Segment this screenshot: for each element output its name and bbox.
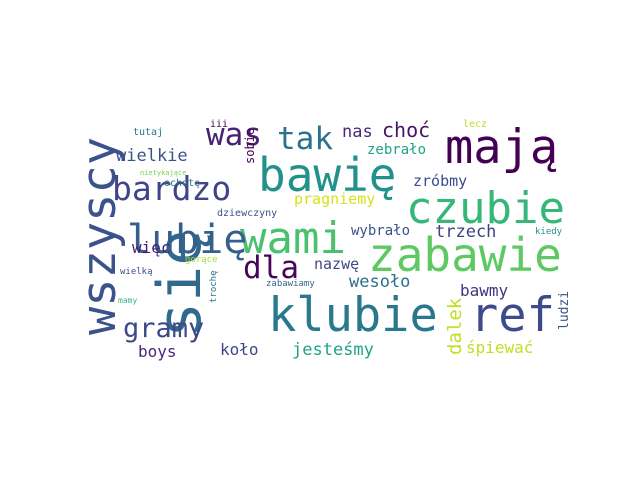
cloud-word: wszyscy [72,136,127,335]
cloud-word: lubię [127,217,248,263]
cloud-word: gorące [185,255,218,265]
cloud-word: bardzo [112,169,232,208]
cloud-word: choć [382,118,431,142]
cloud-word: wielkie [116,146,188,166]
word-cloud: się wszyscy bawię mają klubie ref zabawi… [72,117,575,372]
cloud-word: klubie [268,288,438,343]
cloud-word: kiedy [535,227,563,237]
cloud-word: śpiewać [466,338,534,357]
cloud-word: zabawiamy [266,279,315,289]
cloud-word: trochę [209,270,219,303]
cloud-word: mamy [118,296,138,305]
cloud-word: ref [470,288,555,343]
cloud-word: ludzi [557,290,572,330]
cloud-word: bawię [258,148,397,202]
cloud-word: tutaj [133,127,164,138]
cloud-word: tak [277,121,333,157]
cloud-word: bawmy [460,281,509,300]
cloud-word: mają [445,120,559,175]
cloud-word: gramy [123,313,205,344]
cloud-word: dla [243,250,299,286]
cloud-word: wielką [120,267,153,277]
cloud-word: zebrało [367,142,427,158]
cloud-word: dziewczyny [217,208,278,219]
cloud-word: jesteśmy [292,340,374,360]
cloud-word: sobie [243,127,257,164]
cloud-word: czubie [406,183,565,234]
cloud-word: wybrało [351,223,411,239]
cloud-word: iii [210,119,229,130]
cloud-word: dalek [444,297,466,355]
cloud-word: pragniemy [294,190,376,208]
cloud-word: wesoło [349,272,411,292]
cloud-word: koło [220,340,259,359]
cloud-word: boys [138,342,177,361]
cloud-word: trzech [435,222,497,242]
cloud-word: więc [132,238,171,257]
cloud-word: nazwę [314,255,360,273]
cloud-word: nietykające [140,169,187,177]
cloud-word: zróbmy [413,172,468,190]
cloud-word: ochotę [164,178,201,189]
cloud-word: nas [342,122,373,142]
cloud-word: wami [240,213,346,264]
cloud-word: lecz [463,119,488,130]
cloud-word: zabawie [368,228,562,282]
cloud-word: was [206,117,262,153]
